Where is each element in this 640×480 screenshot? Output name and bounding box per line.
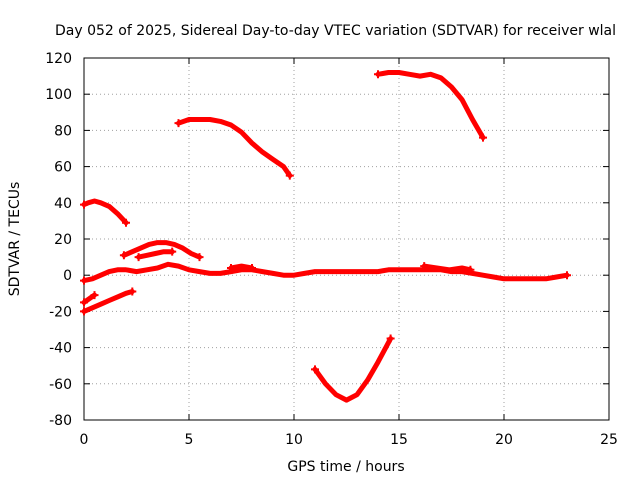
data-point-marker — [563, 271, 571, 280]
y-tick-label: 0 — [63, 268, 72, 284]
y-tick-label: -80 — [49, 413, 72, 429]
data-point-marker — [80, 276, 88, 285]
data-point-marker — [80, 298, 88, 307]
y-tick-label: 100 — [45, 87, 72, 103]
data-point-marker — [374, 70, 382, 79]
data-point-marker — [128, 287, 137, 296]
x-tick-label: 0 — [80, 432, 89, 448]
data-point-marker — [174, 119, 183, 128]
y-tick-label: 120 — [45, 51, 72, 67]
series-arc-5 — [121, 240, 202, 260]
data-point-marker — [168, 247, 177, 256]
grid — [84, 58, 609, 420]
data-point-marker — [311, 365, 319, 374]
data-point-marker — [479, 133, 487, 142]
data-point-marker — [227, 263, 235, 272]
series-arc-6 — [136, 249, 175, 260]
data-point-marker — [90, 291, 99, 300]
data-point-marker — [119, 251, 128, 260]
y-tick-label: 60 — [54, 160, 72, 176]
x-tick-label: 5 — [185, 432, 194, 448]
y-tick-label: -20 — [49, 304, 72, 320]
series-arc-2 — [81, 289, 135, 314]
series-arc-9 — [312, 336, 394, 403]
series-arc-1 — [81, 198, 129, 226]
x-tick-label: 15 — [390, 432, 408, 448]
x-tick-label: 20 — [495, 432, 513, 448]
data-point-marker — [195, 253, 204, 262]
data-point-marker — [285, 171, 294, 180]
y-tick-label: -60 — [49, 377, 72, 393]
y-tick-label: -40 — [49, 341, 72, 357]
y-tick-label: 20 — [54, 232, 72, 248]
data-point-marker — [248, 263, 256, 272]
plot-frame — [83, 57, 610, 421]
data-point-marker — [386, 334, 395, 343]
x-axis-label: GPS time / hours — [287, 459, 404, 475]
series-arc-11 — [421, 263, 473, 273]
x-tick-label: 10 — [285, 432, 303, 448]
data-point-marker — [80, 307, 88, 316]
data-point-marker — [466, 265, 475, 274]
y-tick-label: 40 — [54, 196, 72, 212]
series-arc-3 — [81, 292, 97, 305]
ticks: 0 5 10 15 20 25 -80 -60 -40 -20 0 20 40 60 80 100 120 — [45, 51, 618, 448]
x-tick-label: 25 — [600, 432, 618, 448]
chart-title: Day 052 of 2025, Sidereal Day-to-day VTE… — [55, 23, 616, 39]
series-arc-10 — [375, 70, 486, 141]
data-point-marker — [80, 200, 88, 209]
y-axis-label: SDTVAR / TECUs — [7, 182, 23, 297]
series-arc-7 — [176, 117, 293, 179]
data-point-marker — [122, 218, 130, 227]
data-point-marker — [134, 253, 143, 262]
series-arc-4 — [81, 261, 570, 284]
y-tick-label: 80 — [54, 123, 72, 139]
series-layer — [80, 70, 571, 403]
data-point-marker — [420, 262, 429, 271]
